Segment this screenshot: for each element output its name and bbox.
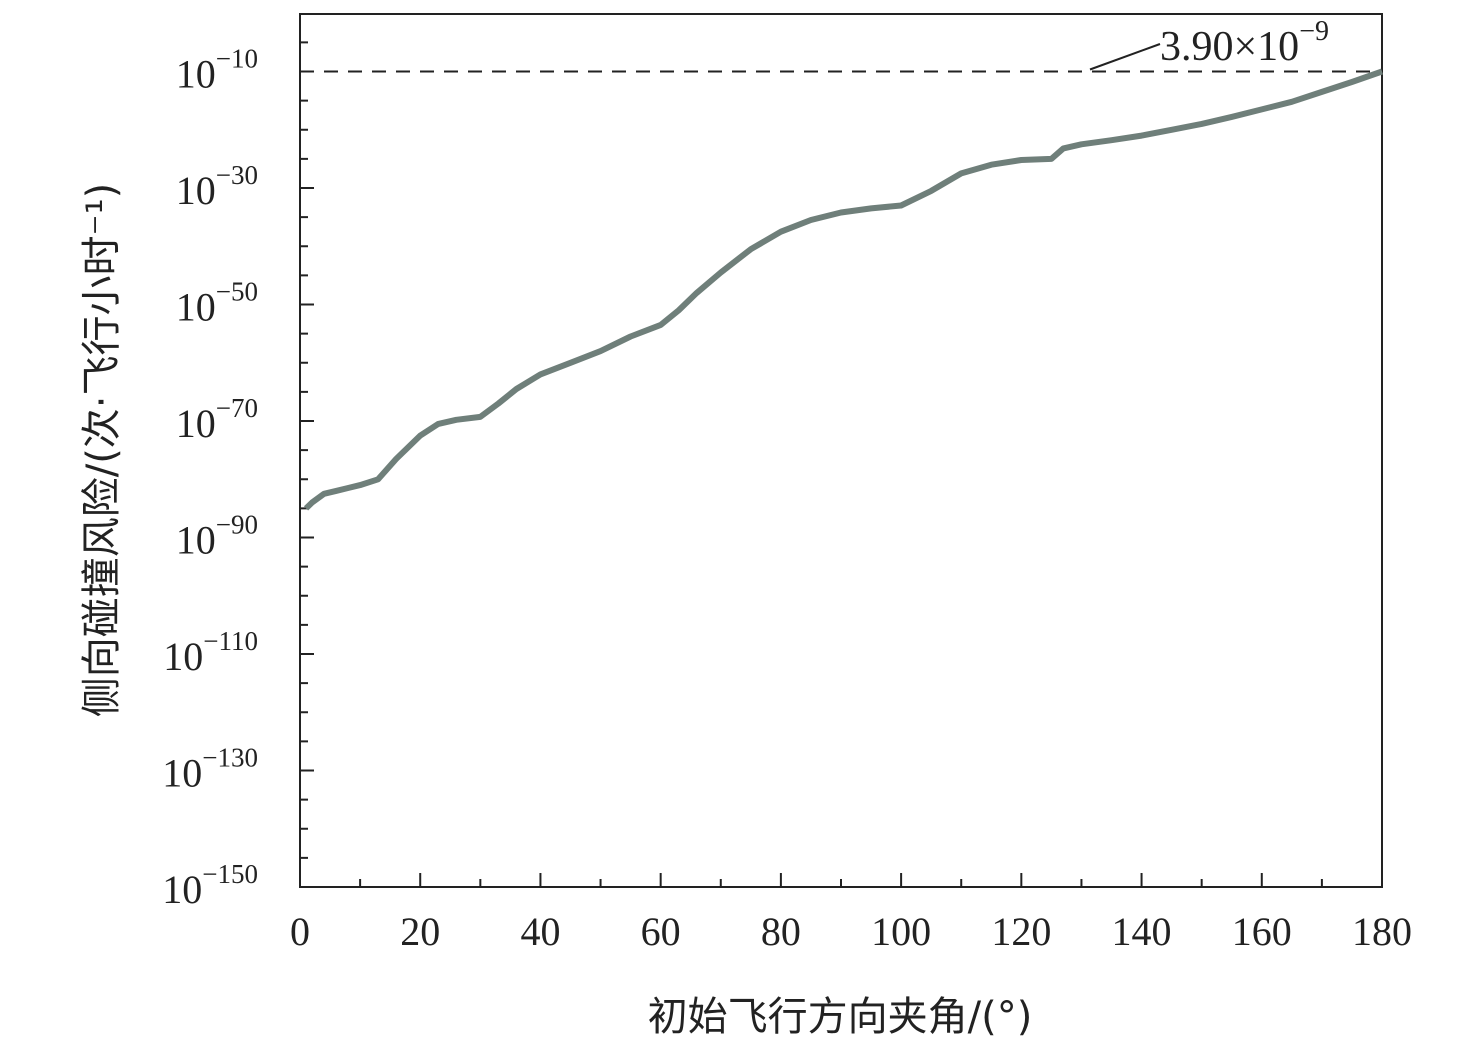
series-line bbox=[303, 68, 1383, 511]
x-tick-label: 60 bbox=[641, 909, 681, 954]
y-tick-label: 10−70 bbox=[176, 393, 258, 446]
y-tick-label: 10−150 bbox=[162, 859, 258, 912]
x-tick-label: 0 bbox=[290, 909, 310, 954]
y-tick-label: 10−50 bbox=[176, 277, 258, 330]
annotation-label: 3.90×10−9 bbox=[1160, 16, 1329, 70]
y-tick-label: 10−110 bbox=[163, 626, 258, 679]
y-tick-label: 10−130 bbox=[162, 743, 258, 796]
plot-frame bbox=[299, 13, 1383, 888]
x-tick-label: 120 bbox=[991, 909, 1051, 954]
annotation-leader-line bbox=[1089, 43, 1161, 71]
x-tick-label: 80 bbox=[761, 909, 801, 954]
annotation-exponent: −9 bbox=[1299, 16, 1329, 47]
y-tick-label: 10−30 bbox=[176, 160, 258, 213]
y-axis-ticks: 10−10 10−30 10−50 10−70 10−90 10−110 10−130 10−… bbox=[162, 41, 314, 912]
x-tick-label: 160 bbox=[1232, 909, 1292, 954]
y-tick-label: 10−10 bbox=[176, 44, 258, 97]
y-axis-title: 侧向碰撞风险/(次·飞行小时⁻¹) bbox=[79, 183, 125, 718]
annotation-mantissa: 3.90×10 bbox=[1160, 24, 1299, 70]
y-tick-label: 10−90 bbox=[176, 510, 258, 563]
x-tick-label: 140 bbox=[1112, 909, 1172, 954]
x-tick-label: 180 bbox=[1352, 909, 1412, 954]
x-tick-label: 40 bbox=[520, 909, 560, 954]
x-tick-label: 100 bbox=[871, 909, 931, 954]
x-axis-ticks: 0 20 40 60 80 100 120 140 160 180 bbox=[290, 873, 1412, 954]
x-axis-title: 初始飞行方向夹角/(°) bbox=[648, 994, 1033, 1040]
x-tick-label: 20 bbox=[400, 909, 440, 954]
